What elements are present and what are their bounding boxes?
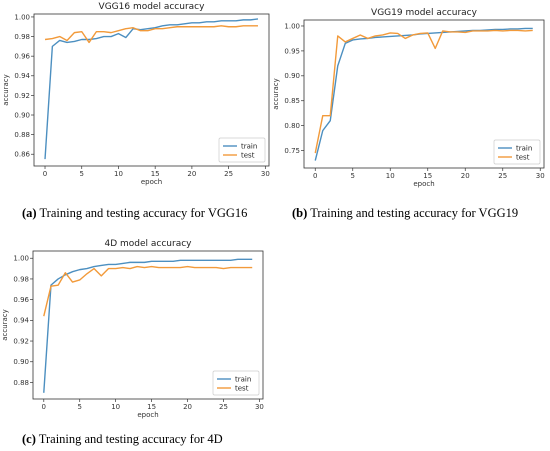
y-tick-label: 0.92	[14, 92, 30, 100]
x-tick-label: 5	[80, 170, 84, 178]
x-tick-label: 30	[261, 170, 270, 178]
y-tick-label: 0.90	[284, 72, 300, 80]
plot-frame	[33, 13, 270, 167]
y-tick-label: 0.90	[14, 111, 30, 119]
caption-b: (b) Training and testing accuracy for VG…	[292, 206, 518, 221]
legend-label-test: test	[516, 153, 530, 161]
x-tick-label: 5	[77, 403, 81, 411]
y-tick-label: 1.00	[13, 255, 29, 263]
x-tick-label: 20	[183, 403, 192, 411]
y-tick-label: 0.86	[14, 151, 30, 159]
legend-box	[218, 137, 266, 163]
y-tick-label: 0.80	[284, 122, 300, 130]
x-tick-label: 5	[351, 172, 355, 180]
x-tick-label: 30	[536, 172, 545, 180]
caption-b-text: Training and testing accuracy for VGG19	[310, 206, 519, 220]
series-line-test	[314, 29, 533, 154]
x-tick-label: 20	[187, 170, 196, 178]
caption-a: (a) Training and testing accuracy for VG…	[22, 206, 247, 221]
legend-label-train: train	[241, 142, 257, 150]
plot-frame	[303, 19, 545, 169]
y-tick-label: 0.88	[14, 131, 30, 139]
x-axis-label: epoch	[413, 180, 434, 188]
chart-title: VGG19 model accuracy	[371, 8, 478, 18]
series-line-test	[44, 25, 258, 44]
y-tick-label: 0.85	[284, 97, 300, 105]
y-tick-label: 0.98	[13, 275, 29, 283]
y-axis-label: accuracy	[1, 309, 9, 341]
x-tick-label: 10	[386, 172, 395, 180]
x-tick-label: 15	[423, 172, 432, 180]
x-tick-label: 20	[461, 172, 470, 180]
x-tick-label: 0	[42, 403, 46, 411]
x-tick-label: 15	[151, 170, 160, 178]
chart-panel-vgg16: VGG16 model accuracy 0 5 10 15 20 25 30 0.86 0.88…	[0, 0, 275, 230]
x-tick-label: 15	[147, 403, 156, 411]
y-tick-label: 0.96	[13, 296, 29, 304]
caption-a-text: Training and testing accuracy for VGG16	[39, 206, 248, 220]
legend-label-train: train	[516, 144, 532, 152]
y-tick-label: 0.94	[14, 72, 30, 80]
chart-panel-4d: 4D model accuracy 0 5 10 15 20 25 30 0.88 0.90 0.9…	[0, 232, 275, 427]
chart-vgg19: VGG19 model accuracy 0 5 10 15 20 25 30 0.75 0.80…	[272, 8, 545, 188]
series-line-train	[44, 18, 259, 160]
caption-c-text: Training and testing accuracy for 4D	[38, 432, 223, 446]
y-tick-label: 0.98	[14, 33, 30, 41]
legend-label-test: test	[235, 384, 249, 392]
x-axis-label: epoch	[137, 411, 158, 419]
x-tick-label: 10	[114, 170, 123, 178]
x-tick-label: 0	[313, 172, 317, 180]
caption-c: (c) Training and testing accuracy for 4D	[22, 432, 223, 447]
chart-title: VGG16 model accuracy	[99, 2, 206, 12]
x-tick-label: 25	[219, 403, 228, 411]
x-tick-label: 0	[43, 170, 47, 178]
chart-4d: 4D model accuracy 0 5 10 15 20 25 30 0.88 0.90 0.9…	[1, 239, 264, 419]
y-tick-label: 0.90	[13, 358, 29, 366]
legend-label-train: train	[235, 375, 251, 383]
caption-c-label: (c)	[22, 432, 36, 446]
chart-panel-vgg19: VGG19 model accuracy 0 5 10 15 20 25 30 0.75 0.80…	[272, 0, 550, 230]
x-tick-label: 25	[498, 172, 507, 180]
series-line-test	[43, 265, 253, 317]
series-line-train	[43, 258, 253, 393]
chart-title: 4D model accuracy	[104, 239, 192, 249]
x-tick-label: 25	[224, 170, 233, 178]
legend-label-test: test	[241, 151, 255, 159]
y-tick-label: 1.00	[284, 22, 300, 30]
y-axis-label: accuracy	[2, 74, 10, 106]
x-axis-label: epoch	[141, 178, 162, 186]
y-tick-label: 0.96	[14, 53, 30, 61]
x-tick-label: 10	[111, 403, 120, 411]
caption-a-label: (a)	[22, 206, 37, 220]
y-tick-label: 0.75	[284, 147, 300, 155]
legend-box	[212, 370, 260, 396]
x-tick-label: 30	[255, 403, 264, 411]
legend-box	[493, 139, 541, 165]
caption-b-label: (b)	[292, 206, 308, 220]
y-tick-label: 0.94	[13, 317, 29, 325]
chart-vgg16: VGG16 model accuracy 0 5 10 15 20 25 30 0.86 0.88…	[2, 2, 270, 186]
y-tick-label: 0.95	[284, 47, 300, 55]
y-axis-label: accuracy	[272, 78, 280, 110]
plot-frame	[32, 250, 264, 400]
y-tick-label: 0.88	[13, 379, 29, 387]
y-tick-label: 1.00	[14, 13, 30, 21]
y-tick-label: 0.92	[13, 337, 29, 345]
